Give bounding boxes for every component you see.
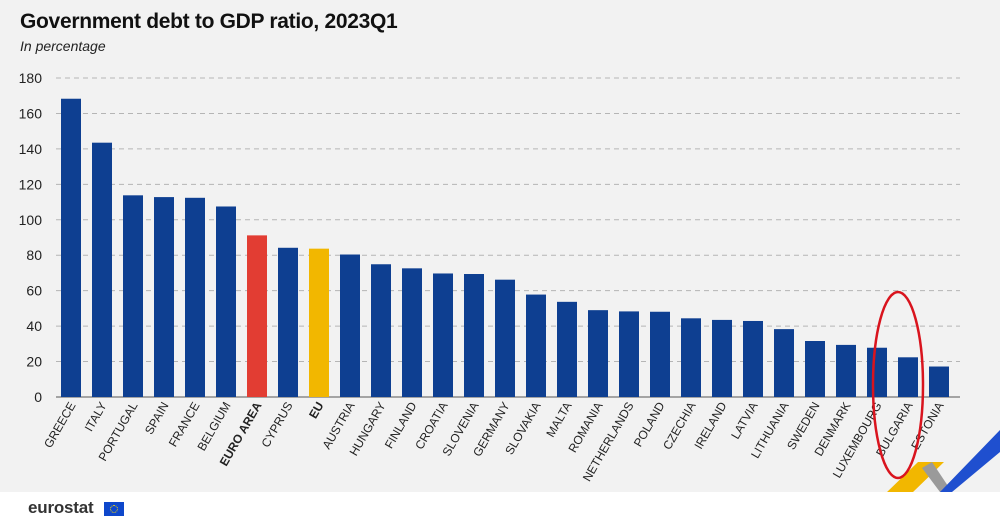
bar-lithuania [774,329,794,397]
eurostat-logo[interactable]: eurostat [28,498,94,517]
bar-euro-area [247,235,267,397]
y-tick-label: 60 [26,283,42,299]
bar-netherlands [619,311,639,397]
bar-luxembourg [867,347,887,397]
bar-eu [309,248,329,397]
y-tick-label: 0 [34,389,42,405]
bar-finland [402,268,422,397]
chart-subtitle: In percentage [20,38,106,54]
highlight-circle [871,290,925,480]
bar-estonia [929,366,949,397]
bar-germany [495,279,515,397]
x-tick-label: SPAIN [142,400,172,437]
x-tick-label: EU [306,400,326,421]
footer: eurostat [0,492,1000,524]
decor-blue-stripe [940,430,1000,492]
bar-bulgaria [898,357,918,397]
y-axis-ticks: 0 20 40 60 80 100 120 140 160 180 [19,70,43,405]
bar-portugal [123,195,143,397]
bar-cyprus [278,247,298,397]
decor-gray-stripe [922,462,952,492]
y-tick-label: 180 [19,70,43,86]
bar-greece [61,98,81,398]
bar-france [185,197,205,397]
x-tick-label: LATVIA [728,400,760,442]
y-tick-label: 80 [26,247,42,263]
bar-belgium [216,206,236,397]
bar-hungary [371,264,391,397]
bar-malta [557,301,577,397]
x-tick-label: ITALY [82,400,110,434]
bars [61,98,949,398]
bar-austria [340,254,360,397]
bar-sweden [805,340,825,397]
bar-ireland [712,319,732,397]
bar-croatia [433,273,453,397]
x-tick-label: GREECE [41,400,78,451]
bar-czechia [681,318,701,397]
y-tick-label: 40 [26,318,42,334]
bar-spain [154,197,174,397]
bar-latvia [743,320,763,397]
bar-denmark [836,344,856,397]
bar-romania [588,310,608,397]
chart-title: Government debt to GDP ratio, 2023Q1 [20,10,398,33]
bar-slovenia [464,274,484,397]
x-tick-label: MALTA [543,400,574,440]
eu-flag-icon [104,502,124,516]
y-tick-label: 100 [19,212,43,228]
bar-italy [92,142,112,397]
y-tick-label: 140 [19,141,43,157]
y-tick-label: 160 [19,105,43,121]
y-tick-label: 20 [26,354,42,370]
y-tick-label: 120 [19,176,43,192]
bar-poland [650,311,670,397]
bar-slovakia [526,294,546,397]
